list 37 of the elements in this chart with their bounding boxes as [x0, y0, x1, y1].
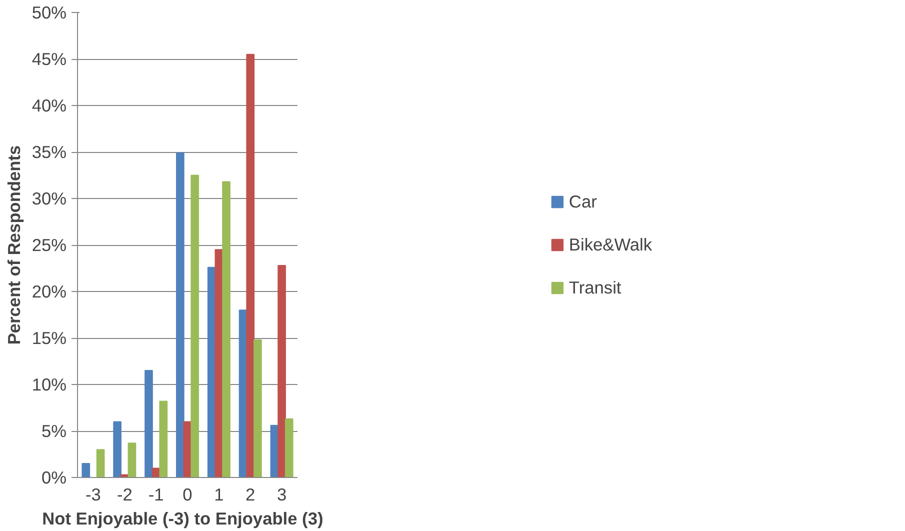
y-tick-label: 45%	[32, 49, 67, 69]
bar	[82, 463, 90, 478]
y-tick-label: 10%	[32, 374, 67, 394]
bar	[278, 264, 286, 478]
bar	[254, 339, 262, 478]
y-tick-label: 50%	[32, 2, 67, 22]
legend-label: Car	[568, 191, 597, 212]
x-tick-label: 3	[276, 484, 287, 504]
bar	[190, 174, 199, 478]
bar	[284, 418, 294, 478]
bar	[113, 421, 122, 478]
bar	[222, 181, 230, 478]
bar	[246, 54, 255, 478]
bar	[128, 442, 136, 478]
y-tick-label: 5%	[41, 421, 66, 441]
x-tick-label: -2	[116, 484, 132, 504]
x-tick-label: 2	[246, 484, 256, 504]
x-tick-label: 0	[182, 484, 192, 504]
y-tick-label: 40%	[32, 96, 67, 116]
x-tick-label: -3	[86, 484, 101, 504]
y-axis-title: Percent of Respondents	[4, 145, 24, 345]
x-tick-label: -1	[148, 484, 164, 504]
y-tick-label: 35%	[32, 142, 67, 162]
y-tick-label: 20%	[32, 282, 67, 302]
y-tick-label: 0%	[41, 468, 66, 488]
bar	[96, 449, 105, 478]
x-tick-label: 1	[214, 484, 224, 504]
bar	[144, 370, 153, 478]
x-axis-title: Not Enjoyable (-3) to Enjoyable (3)	[42, 508, 324, 528]
y-tick-label: 15%	[32, 328, 67, 348]
bar	[176, 152, 184, 478]
legend-label: Bike&Walk	[568, 234, 652, 255]
bar	[207, 266, 216, 478]
y-tick-label: 30%	[32, 188, 67, 208]
legend-label: Transit	[568, 277, 622, 298]
bar	[159, 400, 168, 478]
y-tick-label: 25%	[32, 235, 67, 255]
